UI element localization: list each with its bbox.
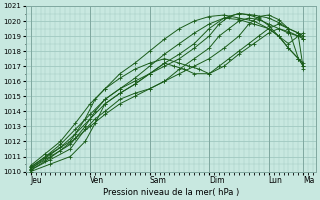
X-axis label: Pression niveau de la mer( hPa ): Pression niveau de la mer( hPa ): [103, 188, 239, 197]
